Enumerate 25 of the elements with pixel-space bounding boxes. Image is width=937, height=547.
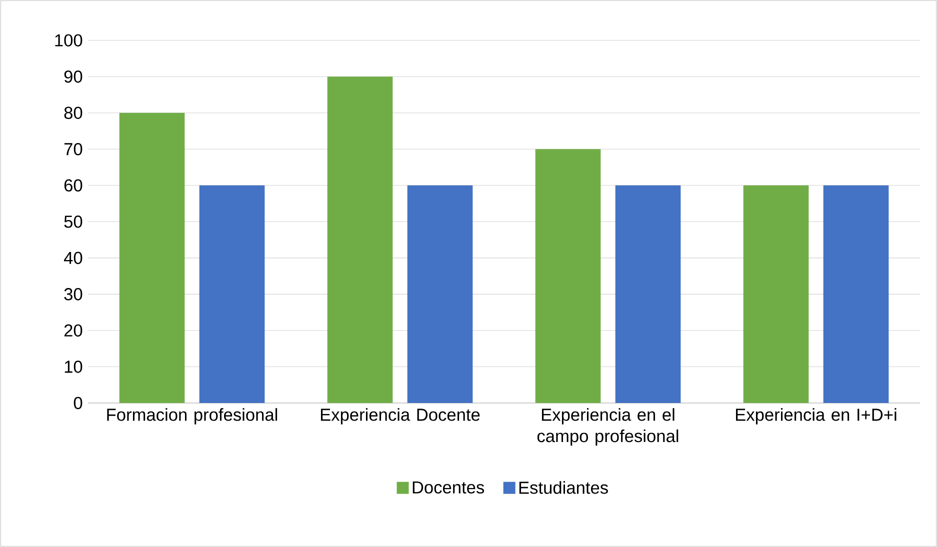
bar — [199, 185, 265, 404]
y-tick-label: 40 — [64, 252, 82, 264]
y-tick-label: 70 — [64, 142, 82, 156]
legend-label: Docentes — [412, 481, 484, 494]
x-tick-label: Experiencia en el campo profesional — [537, 408, 678, 446]
y-tick-label: 50 — [64, 216, 82, 228]
y-tick-label: 20 — [64, 324, 82, 337]
bar — [327, 76, 393, 404]
legend-label: Estudiantes — [519, 481, 608, 494]
bar — [615, 185, 681, 404]
y-tick-label: 80 — [64, 106, 82, 119]
y-tick-label: 60 — [64, 179, 82, 192]
y-tick-label: 90 — [64, 70, 82, 83]
y-tick-label: 10 — [64, 360, 82, 373]
bar — [823, 185, 889, 404]
y-tick-label: 100 — [55, 34, 82, 46]
y-tick-label: 30 — [64, 288, 82, 300]
x-tick-label: Experiencia en I+D+i — [736, 408, 896, 424]
bar — [407, 185, 473, 404]
bar — [119, 112, 185, 404]
y-tick-label: 0 — [74, 396, 82, 410]
bar — [743, 185, 809, 404]
x-tick-label: Formacion profesional — [107, 408, 278, 424]
x-tick-label: Experiencia Docente — [320, 408, 480, 424]
bar — [535, 149, 601, 404]
